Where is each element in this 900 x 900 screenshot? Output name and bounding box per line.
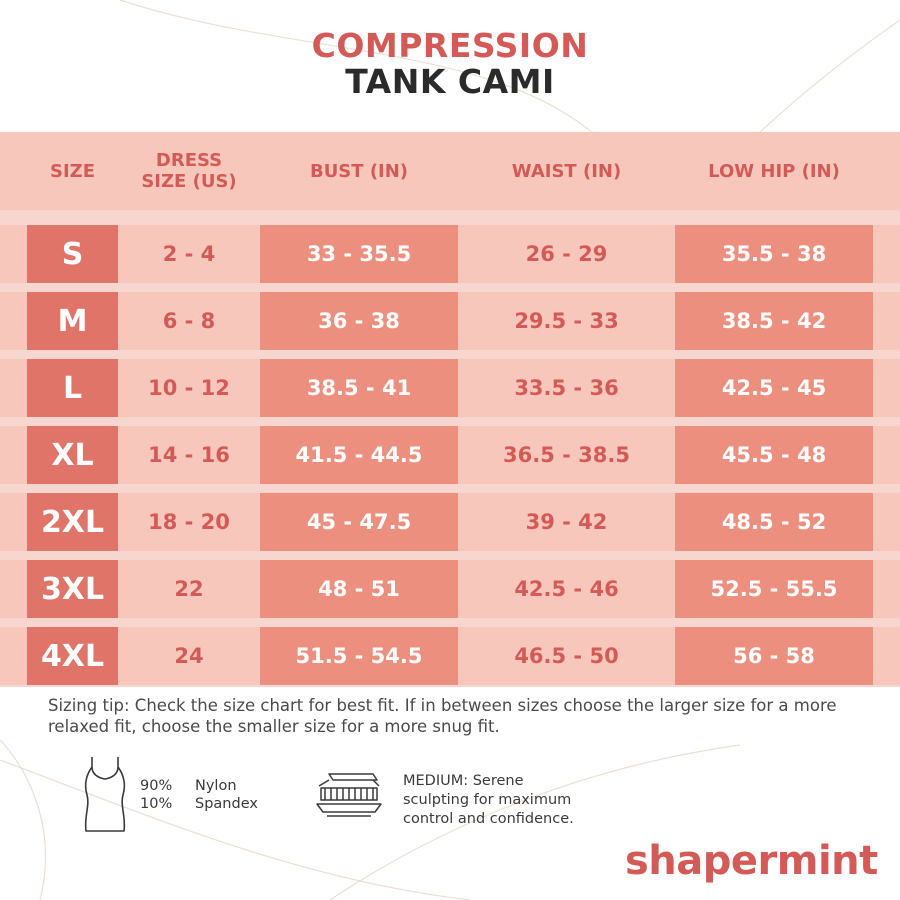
cell-size: M <box>27 292 118 350</box>
cell-size: 2XL <box>27 493 118 551</box>
shapermint-logo: shapermint <box>625 838 878 884</box>
compression-description: MEDIUM: Serene sculpting for maximum con… <box>403 772 603 829</box>
cell-low-hip: 56 - 58 <box>675 627 873 685</box>
cell-size: S <box>27 225 118 283</box>
material-name-1: Nylon <box>195 778 237 794</box>
cell-size: L <box>27 359 118 417</box>
table-row: S 2 - 4 33 - 35.5 26 - 29 35.5 - 38 <box>0 225 900 283</box>
size-chart-table: SIZE DRESS SIZE (US) BUST (IN) WAIST (IN… <box>0 132 900 687</box>
cell-bust: 36 - 38 <box>260 292 458 350</box>
cell-low-hip: 35.5 - 38 <box>675 225 873 283</box>
compression-layers-icon <box>316 773 382 817</box>
table-row: 3XL 22 48 - 51 42.5 - 46 52.5 - 55.5 <box>0 560 900 618</box>
table-row: L 10 - 12 38.5 - 41 33.5 - 36 42.5 - 45 <box>0 359 900 417</box>
header-low-hip: LOW HIP (IN) <box>708 160 840 182</box>
tank-top-icon <box>84 757 126 832</box>
cell-low-hip: 38.5 - 42 <box>675 292 873 350</box>
header-waist: WAIST (IN) <box>511 160 622 182</box>
compression-line3: control and confidence. <box>403 811 574 827</box>
header-size: SIZE <box>49 160 95 182</box>
sizing-tip-line2: relaxed fit, choose the smaller size for… <box>48 717 500 736</box>
cell-low-hip: 52.5 - 55.5 <box>675 560 873 618</box>
cell-dress-size: 14 - 16 <box>148 443 230 467</box>
cell-low-hip: 42.5 - 45 <box>675 359 873 417</box>
table-row: 2XL 18 - 20 45 - 47.5 39 - 42 48.5 - 52 <box>0 493 900 551</box>
cell-waist: 33.5 - 36 <box>514 376 619 400</box>
cell-bust: 48 - 51 <box>260 560 458 618</box>
title-tank-cami: TANK CAMI <box>345 62 555 101</box>
compression-line1: MEDIUM: Serene <box>403 773 524 789</box>
table-row: M 6 - 8 36 - 38 29.5 - 33 38.5 - 42 <box>0 292 900 350</box>
cell-dress-size: 18 - 20 <box>148 510 230 534</box>
compression-line2: sculpting for maximum <box>403 792 572 808</box>
header-dress-size: DRESS SIZE (US) <box>118 132 260 210</box>
cell-size: 4XL <box>27 627 118 685</box>
table-row: 4XL 24 51.5 - 54.5 46.5 - 50 56 - 58 <box>0 627 900 685</box>
cell-dress-size: 22 <box>174 577 204 601</box>
material-percent-2: 10% <box>140 796 173 812</box>
cell-low-hip: 48.5 - 52 <box>675 493 873 551</box>
cell-waist: 26 - 29 <box>525 242 608 266</box>
header-bust: BUST (IN) <box>309 160 409 182</box>
cell-dress-size: 10 - 12 <box>148 376 230 400</box>
cell-dress-size: 2 - 4 <box>162 242 216 266</box>
cell-bust: 45 - 47.5 <box>260 493 458 551</box>
cell-size: 3XL <box>27 560 118 618</box>
cell-bust: 51.5 - 54.5 <box>260 627 458 685</box>
cell-size: XL <box>27 426 118 484</box>
cell-waist: 46.5 - 50 <box>514 644 619 668</box>
sizing-tip-line1: Sizing tip: Check the size chart for bes… <box>48 696 837 715</box>
cell-waist: 39 - 42 <box>525 510 608 534</box>
cell-dress-size: 6 - 8 <box>162 309 216 333</box>
cell-waist: 36.5 - 38.5 <box>503 443 630 467</box>
cell-waist: 29.5 - 33 <box>514 309 619 333</box>
cell-bust: 33 - 35.5 <box>260 225 458 283</box>
material-percent-1: 90% <box>140 778 173 794</box>
cell-waist: 42.5 - 46 <box>514 577 619 601</box>
header-dress-line1: DRESS <box>155 150 223 171</box>
cell-dress-size: 24 <box>174 644 204 668</box>
header-dress-line2: SIZE (US) <box>141 171 237 192</box>
cell-bust: 38.5 - 41 <box>260 359 458 417</box>
sizing-tip: Sizing tip: Check the size chart for bes… <box>48 695 868 737</box>
cell-low-hip: 45.5 - 48 <box>675 426 873 484</box>
cell-bust: 41.5 - 44.5 <box>260 426 458 484</box>
table-header: SIZE DRESS SIZE (US) BUST (IN) WAIST (IN… <box>0 132 900 210</box>
table-row: XL 14 - 16 41.5 - 44.5 36.5 - 38.5 45.5 … <box>0 426 900 484</box>
title-compression: COMPRESSION <box>311 26 589 65</box>
material-name-2: Spandex <box>195 796 258 812</box>
